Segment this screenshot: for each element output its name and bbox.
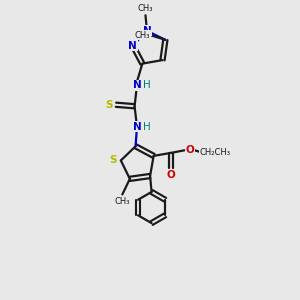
Text: CH₃: CH₃ [138, 4, 153, 13]
Text: O: O [186, 145, 195, 155]
Text: CH₃: CH₃ [135, 31, 150, 40]
Text: O: O [167, 170, 176, 180]
Text: N: N [133, 122, 141, 132]
Text: H: H [143, 122, 150, 132]
Text: CH₂CH₃: CH₂CH₃ [199, 148, 230, 158]
Text: H: H [143, 80, 150, 90]
Text: CH₃: CH₃ [115, 196, 130, 206]
Text: S: S [106, 100, 113, 110]
Text: N: N [128, 40, 137, 51]
Text: S: S [110, 155, 117, 166]
Text: N: N [142, 26, 152, 36]
Text: N: N [133, 80, 141, 90]
